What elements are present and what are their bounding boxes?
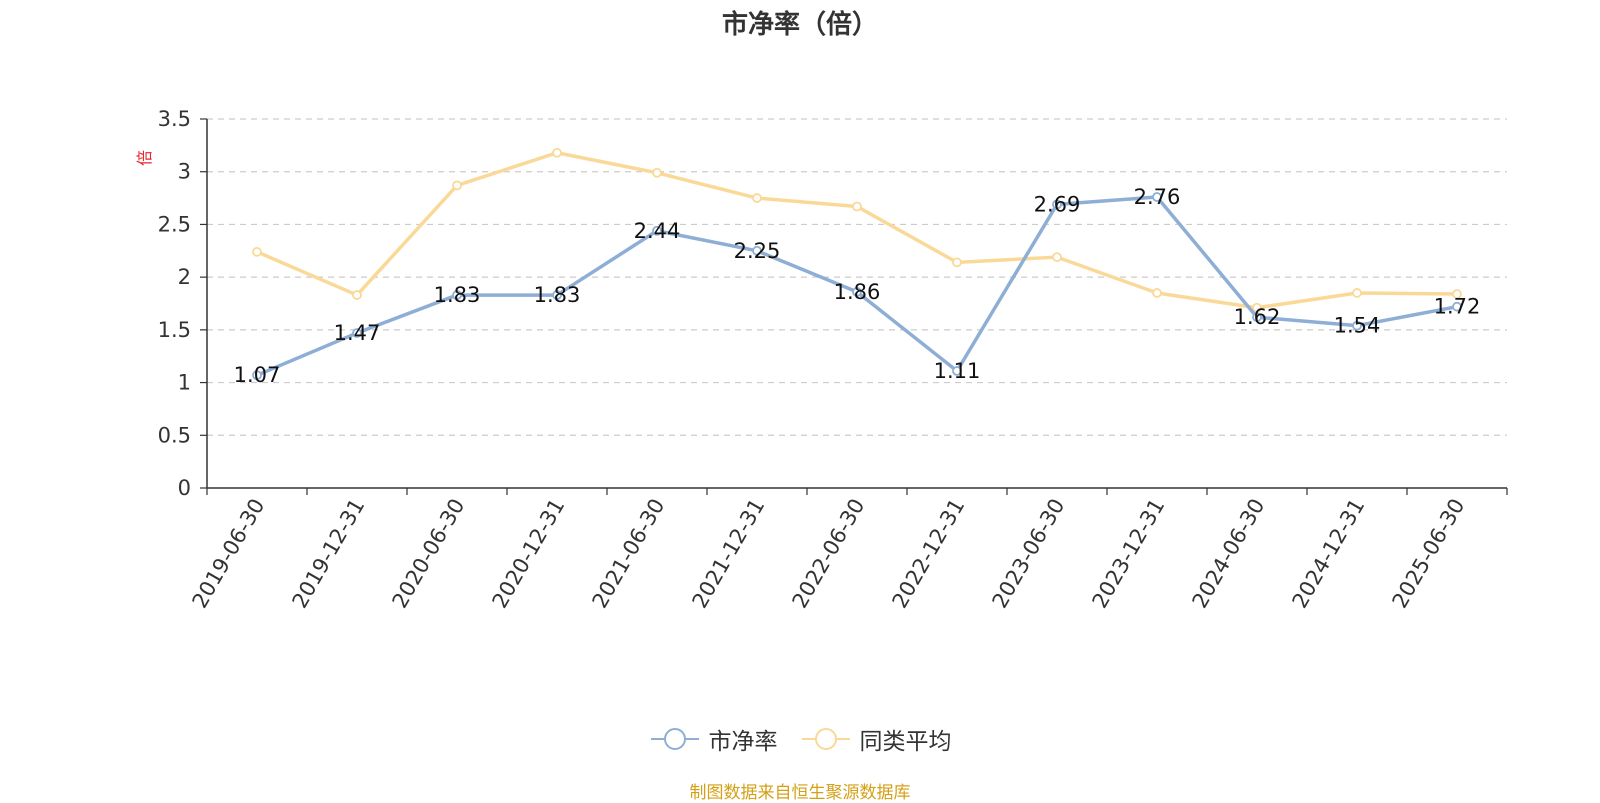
data-point xyxy=(552,147,562,158)
source-footer: 制图数据来自恒生聚源数据库 xyxy=(689,783,911,803)
data-point xyxy=(452,290,462,300)
data-point xyxy=(352,290,362,300)
x-tick-label: 2023-06-30 xyxy=(988,495,1070,613)
x-tick-label: 2024-12-31 xyxy=(1288,495,1370,613)
x-tick-label: 2019-06-30 xyxy=(188,495,270,613)
data-label: 1.54 xyxy=(1334,314,1381,338)
y-tick-label: 1.5 xyxy=(158,318,191,342)
data-point xyxy=(1152,192,1162,202)
data-point xyxy=(852,201,862,212)
chart-title: 市净率（倍） xyxy=(721,10,878,40)
data-point xyxy=(1452,289,1462,299)
legend: 市净率 同类平均 xyxy=(0,722,1600,756)
x-tick-label: 2022-12-31 xyxy=(888,495,970,613)
data-point xyxy=(552,290,562,300)
data-label: 1.07 xyxy=(234,363,281,387)
data-point xyxy=(1452,301,1462,312)
data-point xyxy=(652,167,662,178)
data-label: 1.83 xyxy=(434,283,481,307)
data-label: 1.47 xyxy=(334,321,381,345)
data-label: 2.25 xyxy=(734,239,781,263)
legend-swatch xyxy=(801,728,850,750)
data-point xyxy=(452,180,462,191)
gridlines xyxy=(207,118,1507,436)
series-lines xyxy=(252,147,1462,381)
x-tick-label: 2021-06-30 xyxy=(588,495,670,613)
data-point xyxy=(952,257,962,268)
data-point xyxy=(652,225,662,236)
data-point xyxy=(1052,199,1062,210)
y-tick-label: 1 xyxy=(178,371,191,395)
data-labels: 1.07 1.47 1.83 1.83 2.44 2.25 1.86 1.11 2.69 2.76… xyxy=(234,185,1481,387)
legend-marker xyxy=(663,728,686,750)
x-tick-label: 2021-12-31 xyxy=(688,495,770,613)
x-tick-label: 2020-06-30 xyxy=(388,495,470,613)
data-point xyxy=(252,370,262,381)
legend-swatch xyxy=(650,728,699,750)
data-point xyxy=(752,193,762,203)
legend-item-2[interactable]: 同类平均 xyxy=(800,722,952,756)
legend-label: 同类平均 xyxy=(859,729,952,755)
legend-label: 市净率 xyxy=(708,729,778,755)
x-tick-label: 2019-12-31 xyxy=(288,495,370,613)
y-tick-label: 0.5 xyxy=(158,423,191,447)
data-point xyxy=(852,287,862,297)
y-tick-label: 0 xyxy=(178,476,191,500)
data-label: 1.72 xyxy=(1434,295,1481,319)
data-label: 2.76 xyxy=(1134,185,1181,209)
data-point xyxy=(1152,288,1162,298)
y-tick-label: 3.5 xyxy=(158,107,191,131)
data-label: 1.86 xyxy=(834,280,881,304)
data-label: 1.11 xyxy=(934,359,981,383)
y-axis-unit-label: 倍 xyxy=(135,150,154,166)
y-tick-label: 3 xyxy=(178,160,191,184)
data-label: 1.62 xyxy=(1234,305,1281,329)
x-tick-label: 2022-06-30 xyxy=(788,495,870,613)
data-point xyxy=(1352,320,1362,331)
data-point xyxy=(352,328,362,338)
x-tick-label: 2025-06-30 xyxy=(1388,495,1470,613)
legend-marker xyxy=(814,728,837,750)
x-tick-label: 2023-12-31 xyxy=(1088,495,1170,613)
x-tick-label: 2020-12-31 xyxy=(488,495,570,613)
data-point xyxy=(1252,302,1262,313)
x-tick-label: 2024-06-30 xyxy=(1188,495,1270,613)
data-label: 2.69 xyxy=(1034,192,1081,216)
data-point xyxy=(952,366,962,376)
y-tick-label: 2.5 xyxy=(158,212,191,236)
data-point xyxy=(1052,252,1062,263)
data-label: 2.44 xyxy=(634,219,681,243)
data-label: 1.83 xyxy=(534,283,581,307)
legend-item-1[interactable]: 市净率 xyxy=(649,722,778,756)
data-point xyxy=(752,245,762,256)
data-point xyxy=(1352,288,1362,298)
data-point xyxy=(1252,312,1262,323)
y-tick-label: 2 xyxy=(178,265,191,289)
data-point xyxy=(252,246,262,257)
